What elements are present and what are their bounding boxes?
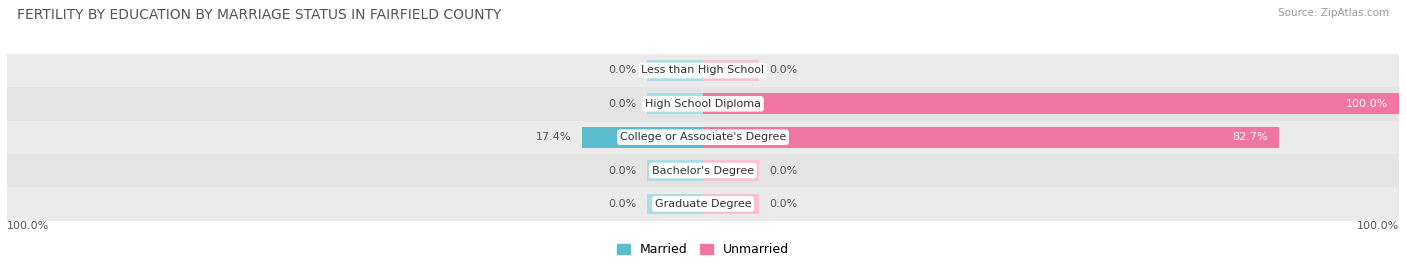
Text: 100.0%: 100.0% xyxy=(1357,221,1399,231)
Bar xyxy=(7,54,1399,87)
Text: FERTILITY BY EDUCATION BY MARRIAGE STATUS IN FAIRFIELD COUNTY: FERTILITY BY EDUCATION BY MARRIAGE STATU… xyxy=(17,8,502,22)
Text: Bachelor's Degree: Bachelor's Degree xyxy=(652,165,754,176)
Text: 17.4%: 17.4% xyxy=(536,132,571,142)
Bar xyxy=(582,127,703,147)
Bar xyxy=(703,127,1278,147)
Bar xyxy=(7,187,1399,221)
Text: 0.0%: 0.0% xyxy=(609,99,637,109)
Legend: Married, Unmarried: Married, Unmarried xyxy=(612,238,794,261)
Bar xyxy=(647,94,703,114)
Text: 0.0%: 0.0% xyxy=(769,199,797,209)
Bar xyxy=(647,160,703,181)
Text: 0.0%: 0.0% xyxy=(609,165,637,176)
Text: 0.0%: 0.0% xyxy=(609,65,637,76)
Text: 82.7%: 82.7% xyxy=(1233,132,1268,142)
Text: College or Associate's Degree: College or Associate's Degree xyxy=(620,132,786,142)
Bar xyxy=(647,194,703,214)
Bar xyxy=(703,194,759,214)
Text: Less than High School: Less than High School xyxy=(641,65,765,76)
Text: Source: ZipAtlas.com: Source: ZipAtlas.com xyxy=(1278,8,1389,18)
Text: 0.0%: 0.0% xyxy=(769,165,797,176)
Text: 0.0%: 0.0% xyxy=(609,199,637,209)
Bar xyxy=(7,121,1399,154)
Bar xyxy=(703,160,759,181)
Bar xyxy=(703,94,1399,114)
Bar xyxy=(647,60,703,81)
Bar xyxy=(703,60,759,81)
Bar xyxy=(7,87,1399,121)
Text: 0.0%: 0.0% xyxy=(769,65,797,76)
Bar xyxy=(7,154,1399,187)
Text: 100.0%: 100.0% xyxy=(7,221,49,231)
Text: High School Diploma: High School Diploma xyxy=(645,99,761,109)
Text: Graduate Degree: Graduate Degree xyxy=(655,199,751,209)
Text: 100.0%: 100.0% xyxy=(1347,99,1389,109)
